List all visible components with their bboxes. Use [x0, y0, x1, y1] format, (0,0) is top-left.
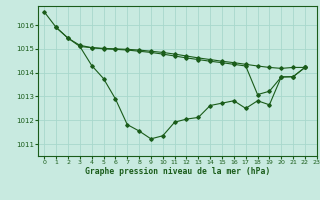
X-axis label: Graphe pression niveau de la mer (hPa): Graphe pression niveau de la mer (hPa) — [85, 167, 270, 176]
